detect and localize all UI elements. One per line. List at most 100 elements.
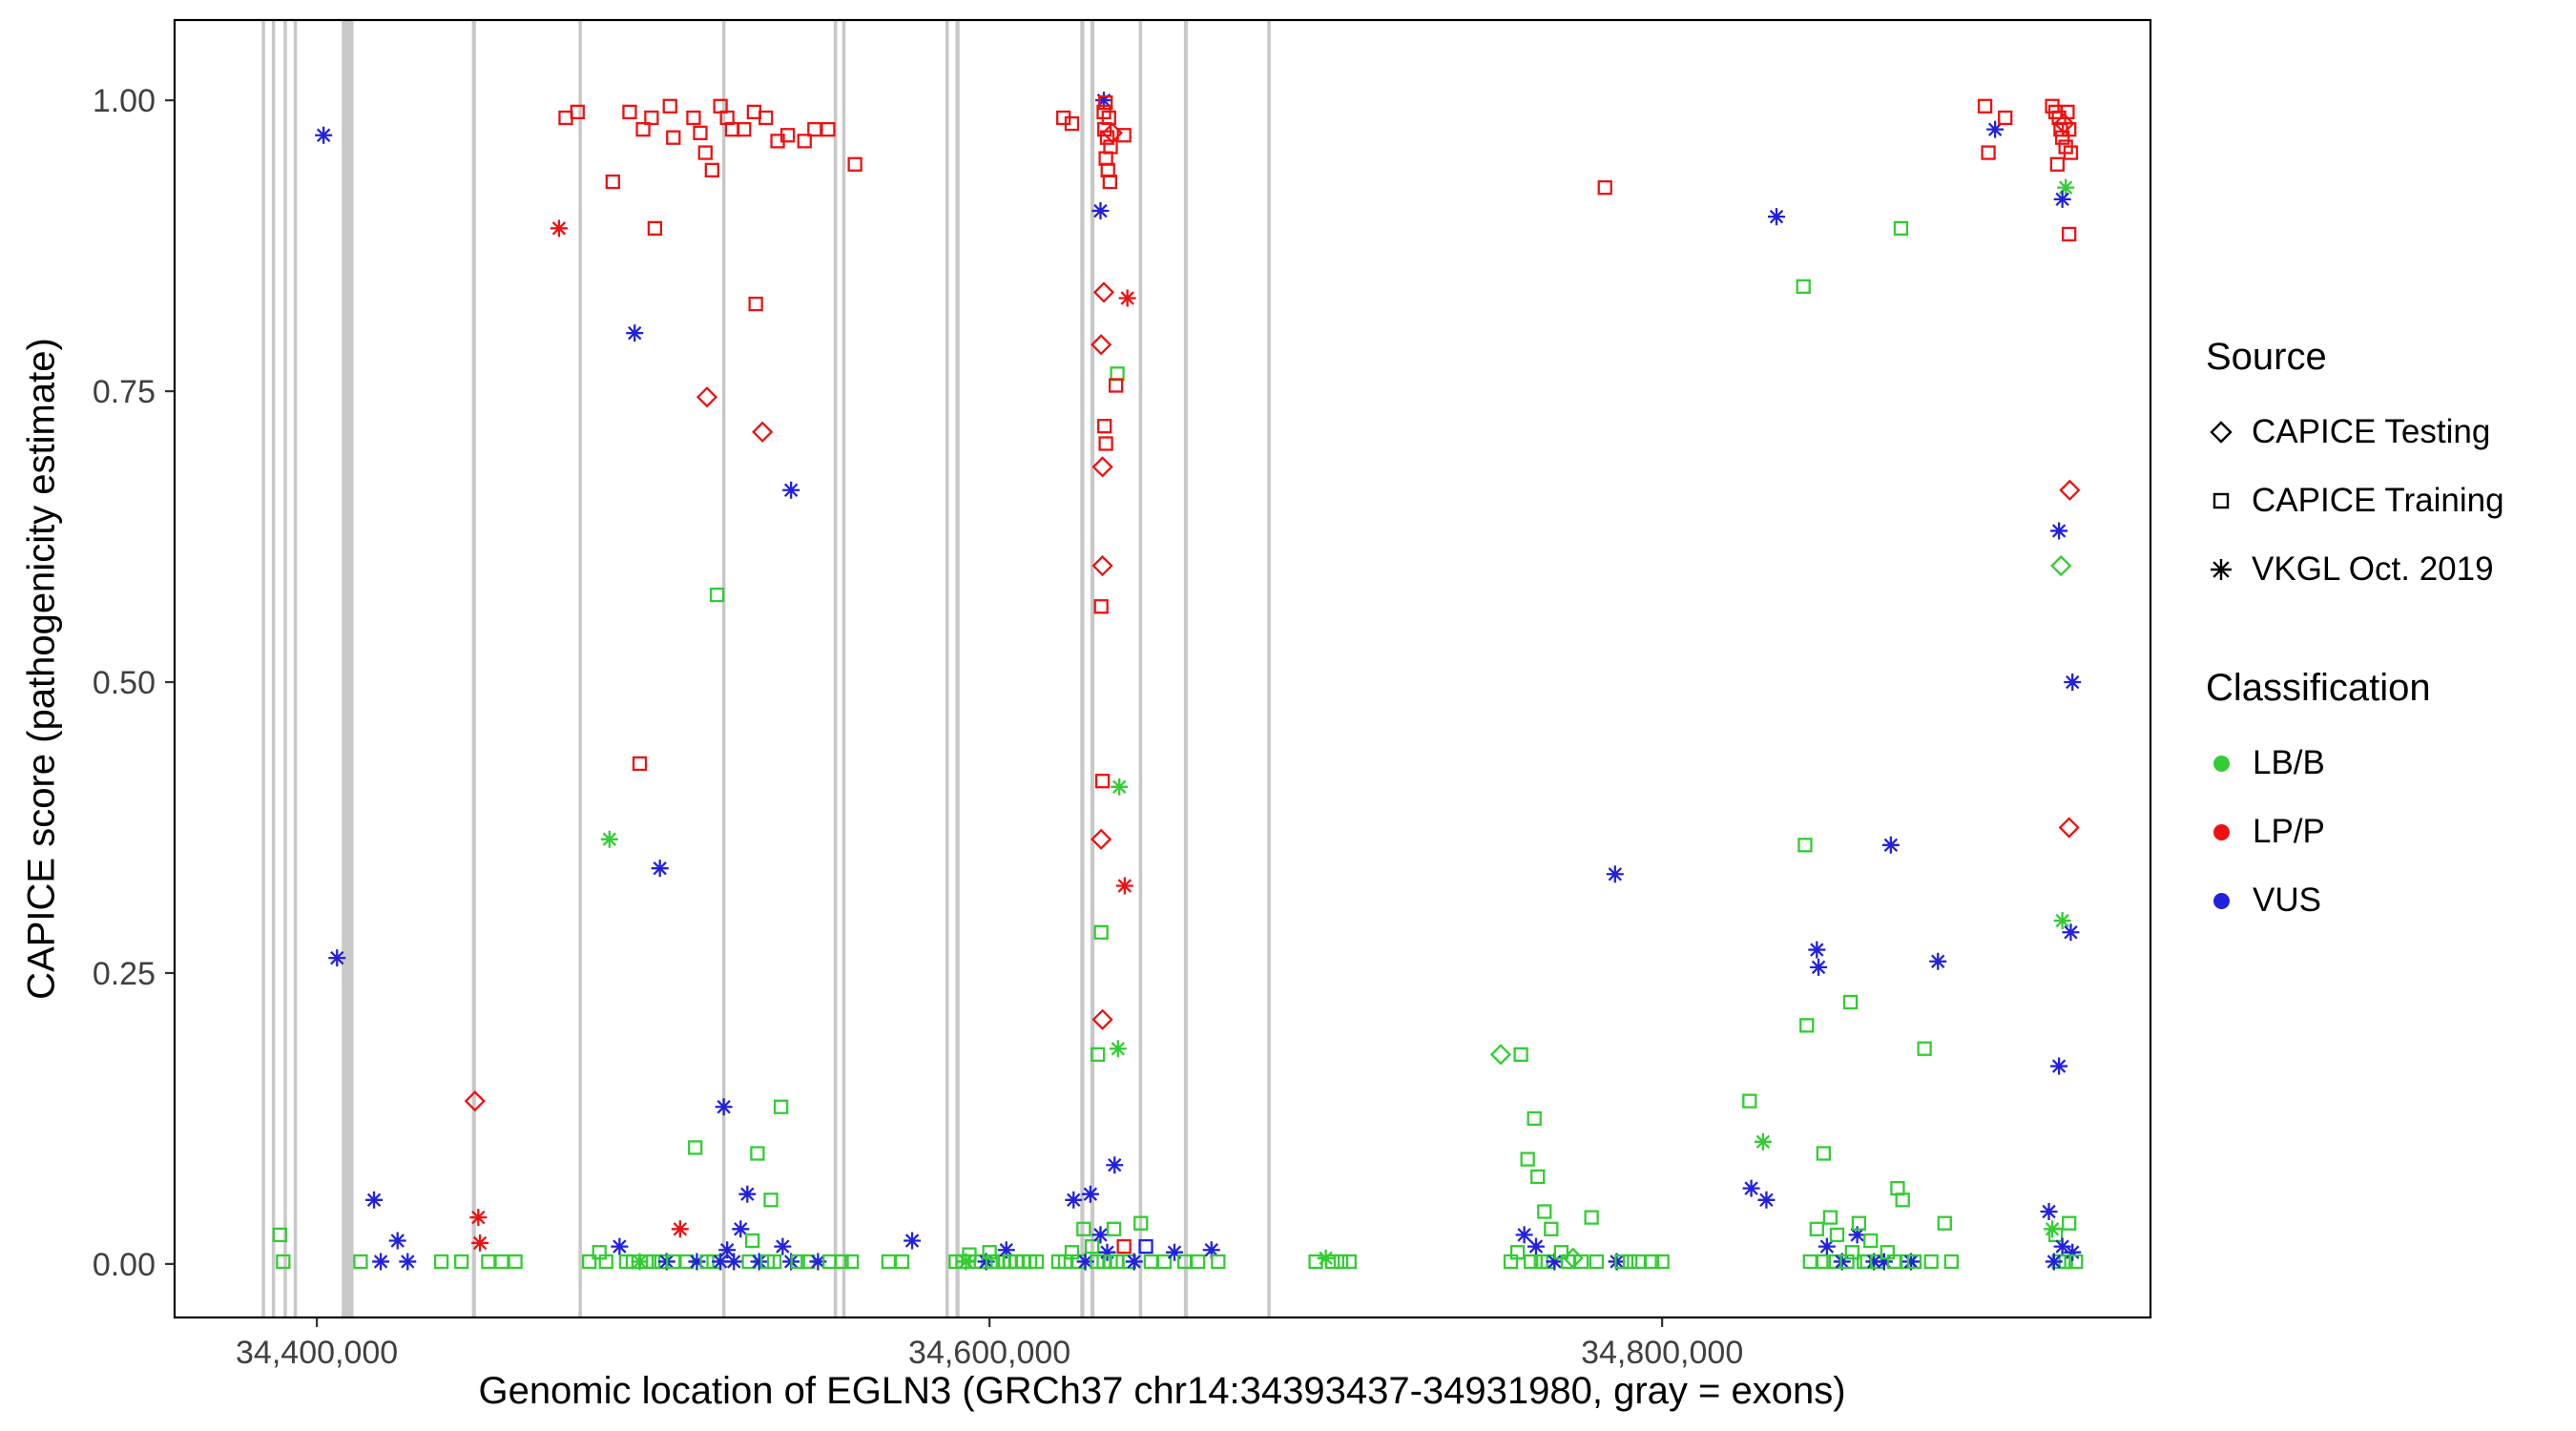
data-point	[1106, 1156, 1124, 1174]
data-point	[1797, 838, 1813, 853]
data-point	[1742, 1179, 1760, 1197]
data-point	[651, 860, 669, 878]
data-point	[1093, 599, 1109, 614]
data-point	[1829, 1227, 1845, 1243]
data-point	[809, 1253, 827, 1271]
data-point	[1084, 1238, 1100, 1255]
exon-band	[471, 20, 476, 1317]
data-point	[1166, 1243, 1184, 1261]
data-point	[709, 587, 725, 603]
data-point	[276, 1254, 291, 1270]
data-point	[1111, 778, 1129, 796]
data-point	[508, 1254, 523, 1270]
data-point	[1065, 1191, 1083, 1209]
data-point	[1851, 1215, 1867, 1231]
data-point	[581, 1254, 597, 1270]
data-point	[1098, 1243, 1116, 1261]
data-point	[1489, 1044, 1512, 1066]
data-point	[1844, 1245, 1859, 1260]
data-point	[1097, 419, 1112, 434]
data-point	[1573, 1254, 1589, 1270]
data-point	[1125, 1253, 1143, 1271]
data-point	[2053, 113, 2075, 135]
data-point	[843, 1254, 860, 1270]
lpp-dot-icon	[2213, 823, 2230, 840]
data-point	[1091, 334, 1112, 356]
exon-band	[271, 20, 276, 1317]
data-point	[750, 1253, 768, 1271]
data-point	[1754, 1132, 1772, 1151]
legend-item-label: CAPICE Testing	[2252, 413, 2491, 450]
data-point	[1768, 208, 1786, 226]
data-point	[2062, 1215, 2077, 1231]
exon-band	[721, 20, 726, 1317]
data-point	[1091, 828, 1112, 850]
data-point	[328, 949, 346, 967]
asterisk-icon	[2211, 559, 2232, 580]
data-point	[1998, 110, 2013, 126]
y-axis-title: CAPICE score (pathogenicity estimate)	[20, 338, 63, 1000]
data-point	[1098, 94, 1113, 111]
legend-item-label: LB/B	[2253, 744, 2325, 781]
data-point	[1981, 145, 1996, 160]
data-point	[1842, 994, 1859, 1010]
data-point	[1865, 1253, 1883, 1271]
data-point	[1116, 1238, 1132, 1255]
data-point	[2045, 1253, 2063, 1271]
data-point	[598, 1254, 613, 1270]
panel-border	[173, 18, 2152, 1319]
data-point	[1325, 1254, 1340, 1270]
data-point	[790, 1254, 805, 1270]
data-point	[766, 1254, 782, 1270]
data-point	[1608, 1253, 1626, 1271]
data-point	[662, 98, 677, 114]
data-point	[1929, 952, 1947, 970]
data-point	[2040, 1203, 2058, 1220]
data-point	[773, 1099, 789, 1114]
data-point	[1028, 1254, 1045, 1270]
data-point	[1584, 1210, 1599, 1225]
data-point	[1986, 120, 2005, 138]
data-point	[644, 110, 659, 126]
data-point	[388, 1232, 406, 1250]
data-point	[1333, 1254, 1349, 1270]
data-point	[1839, 1254, 1855, 1270]
exon-band	[945, 20, 949, 1317]
data-point	[1527, 1110, 1542, 1127]
data-point	[1875, 1253, 1893, 1271]
data-point	[1091, 554, 1113, 577]
data-point	[982, 1245, 997, 1260]
data-point	[738, 1185, 757, 1203]
lbb-dot-icon	[2213, 755, 2230, 772]
data-point	[1809, 1221, 1824, 1236]
data-point	[732, 1220, 750, 1238]
x-axis-title: Genomic location of EGLN3 (GRCh37 chr14:…	[478, 1370, 1846, 1412]
data-point	[1211, 1254, 1226, 1270]
data-point	[1881, 836, 1900, 854]
exon-band	[841, 20, 846, 1317]
data-point	[1818, 1237, 1836, 1255]
data-point	[1757, 1191, 1776, 1209]
data-point	[1106, 1221, 1122, 1236]
data-point	[1116, 128, 1132, 143]
data-point	[611, 1237, 629, 1255]
data-point	[997, 1241, 1015, 1259]
data-point	[693, 125, 708, 140]
data-point	[315, 126, 333, 144]
exon-band	[578, 20, 582, 1317]
data-point	[1799, 1018, 1815, 1033]
legend-classification-group: Classification LB/B LP/P VUS	[2206, 667, 2574, 935]
data-point	[704, 162, 719, 177]
data-point	[550, 219, 568, 238]
x-tick-label: 34,800,000	[1581, 1335, 1743, 1371]
data-point	[1091, 456, 1113, 478]
data-point	[353, 1254, 368, 1270]
legend-item-label: LP/P	[2253, 813, 2325, 850]
data-point	[1094, 92, 1112, 110]
exon-band	[261, 20, 265, 1317]
data-point	[744, 1233, 760, 1249]
y-tick-label: 0.75	[93, 374, 156, 410]
data-point	[686, 110, 701, 126]
data-point	[688, 1253, 706, 1271]
